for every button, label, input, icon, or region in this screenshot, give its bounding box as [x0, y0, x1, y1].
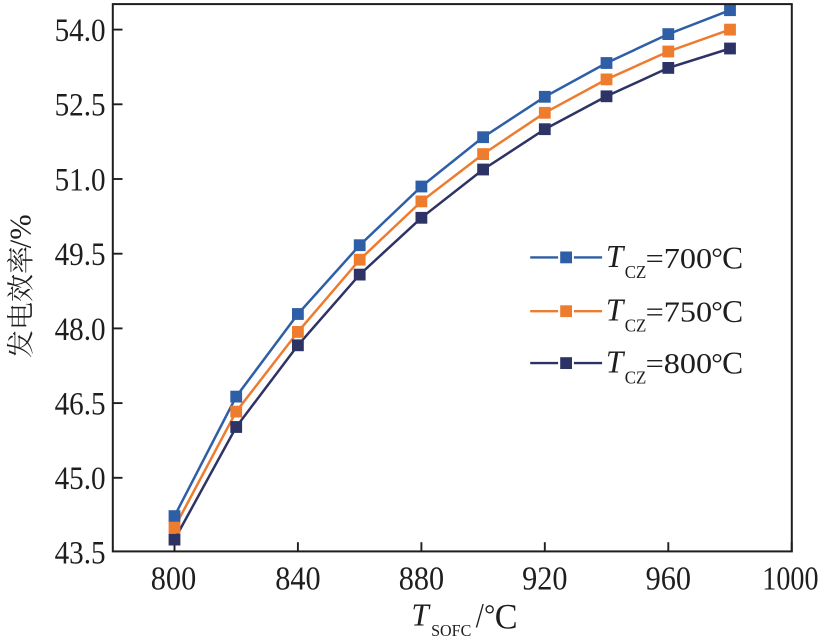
svg-text:CZ: CZ — [625, 262, 647, 282]
svg-text:880: 880 — [399, 560, 444, 597]
svg-text:48.0: 48.0 — [55, 312, 106, 348]
svg-text:SOFC: SOFC — [431, 621, 471, 640]
svg-text:840: 840 — [275, 560, 320, 597]
svg-text:T: T — [411, 598, 431, 633]
svg-text:CZ: CZ — [625, 316, 647, 336]
svg-text:=700: =700 — [646, 244, 713, 275]
svg-text:C: C — [722, 346, 743, 381]
svg-text:T: T — [606, 293, 626, 328]
svg-text:=800: =800 — [646, 349, 713, 380]
svg-text:43.5: 43.5 — [55, 535, 106, 571]
svg-text:°: ° — [711, 348, 723, 380]
svg-text:°: ° — [711, 242, 723, 274]
svg-text:C: C — [722, 294, 743, 329]
svg-text:52.5: 52.5 — [55, 88, 106, 124]
svg-text:T: T — [606, 345, 626, 380]
svg-text:46.5: 46.5 — [55, 387, 106, 423]
svg-text:/: / — [476, 597, 484, 635]
svg-text:CZ: CZ — [625, 368, 647, 388]
svg-text:°: ° — [484, 598, 495, 629]
svg-text:49.5: 49.5 — [55, 237, 106, 273]
svg-text:°: ° — [711, 296, 723, 328]
svg-text:960: 960 — [646, 560, 691, 597]
svg-text:=750: =750 — [646, 297, 713, 328]
svg-text:54.0: 54.0 — [55, 13, 106, 49]
svg-text:1000: 1000 — [762, 560, 818, 597]
svg-text:800: 800 — [151, 560, 196, 597]
svg-text:45.0: 45.0 — [55, 461, 106, 497]
svg-text:920: 920 — [522, 560, 567, 597]
svg-text:T: T — [606, 239, 626, 274]
svg-text:C: C — [722, 240, 743, 275]
svg-text:/%: /% — [4, 214, 38, 248]
svg-text:51.0: 51.0 — [55, 162, 106, 198]
svg-text:C: C — [495, 597, 518, 637]
